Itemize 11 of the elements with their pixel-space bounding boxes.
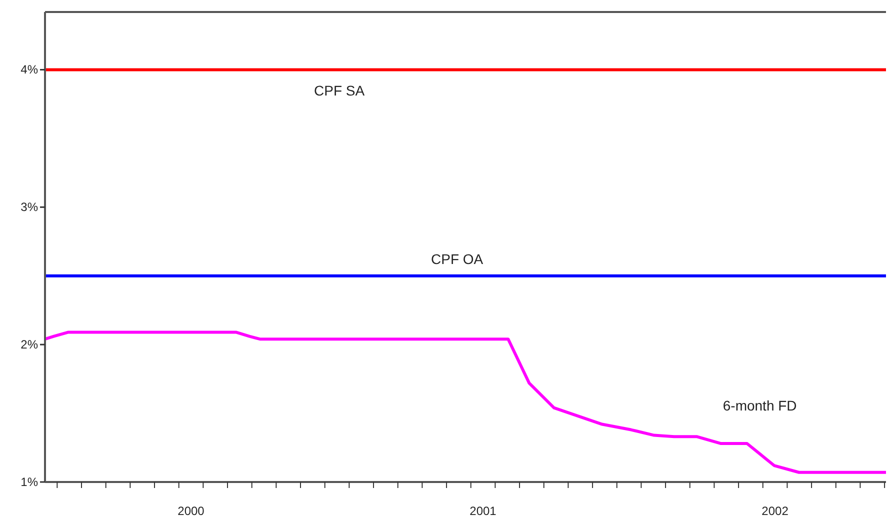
y-tick-label: 1% — [20, 475, 38, 489]
x-tick-label: 2001 — [470, 504, 497, 518]
line-series — [44, 330, 888, 474]
y-tick-label: 2% — [20, 338, 38, 352]
x-tick-label: 2000 — [178, 504, 205, 518]
text: 6-month FD — [722, 397, 797, 414]
x-tick-label: 2002 — [762, 504, 789, 518]
y-tick-label: 4% — [20, 62, 38, 77]
series-label: CPF OA — [431, 250, 484, 267]
y-tick-label: 3% — [20, 200, 38, 214]
series-label: CPF SA — [314, 82, 366, 99]
